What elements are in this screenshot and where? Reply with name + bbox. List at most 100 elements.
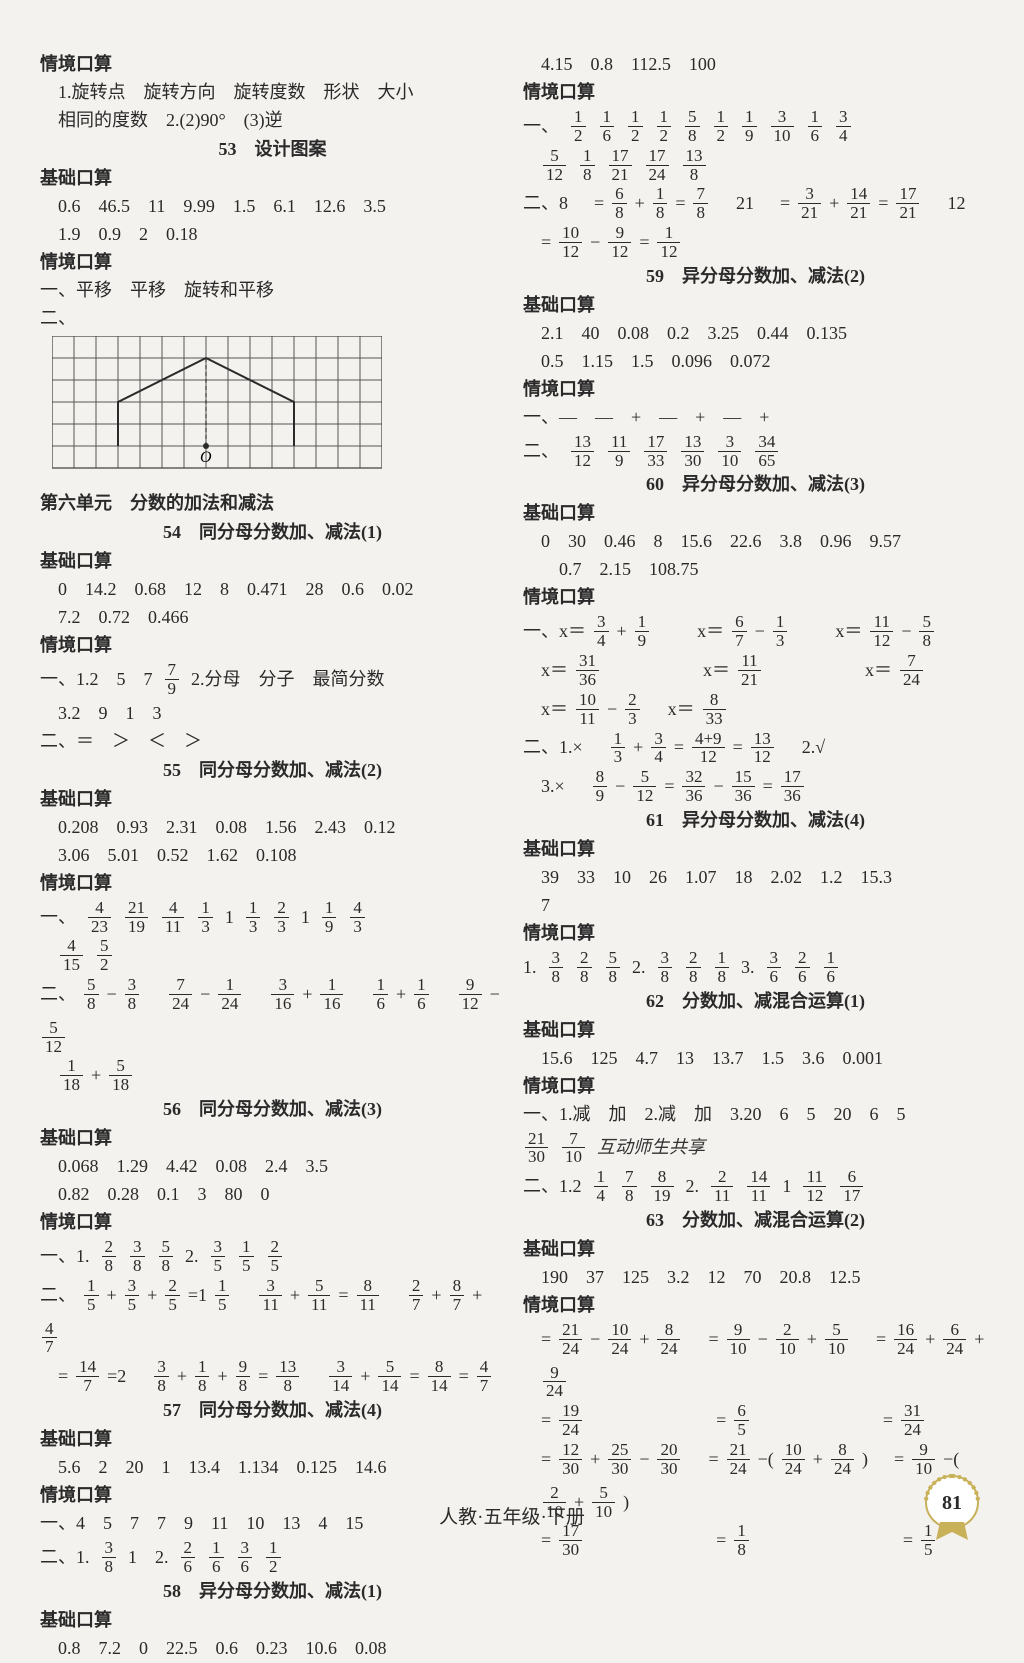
section-title: 57 同分母分数加、减法(4) [40,1397,505,1424]
right-column: 4.15 0.8 112.5 100 情境口算 一、 12 16 12 12 5… [523,50,988,1663]
text: 2.1 40 0.08 0.2 3.25 0.44 0.135 [523,320,988,347]
math-line: 二、 58−38 724−124 316+116 16+16 912−512 [40,976,505,1055]
heading: 基础口算 [40,1607,505,1634]
text: 二、1.2 [523,1173,582,1200]
text: 一、1.2 5 7 [40,666,153,693]
math-line: x＝3136 x＝1121 x＝724 [523,652,988,689]
heading: 情境口算 [523,920,988,947]
page-number-badge: 81 [916,1472,988,1544]
text: 2. [686,1173,700,1200]
math-line: 118+518 [40,1057,505,1094]
math-line: 1. 38 28 58 2. 38 28 18 3. 36 26 16 [523,949,988,986]
section-title: 60 异分母分数加、减法(3) [523,471,988,498]
section-title: 58 异分母分数加、减法(1) [40,1578,505,1605]
math-line: 一、1. 28 38 58 2. 35 15 25 [40,1238,505,1275]
heading: 情境口算 [40,1209,505,1236]
math-line: =147=2 38+18+98=138 314+514=814=47 [40,1358,505,1395]
text: x＝ [541,657,568,684]
math-line: 2130 710 互动师生共享 [523,1130,988,1167]
text: 二、＝ ＞ ＜ ＞ [40,728,505,755]
text: 一、x＝ [523,618,586,645]
math-line: 二、1.2 14 78 819 2. 211 1411 11112 617 [523,1168,988,1205]
text: 0.5 1.15 1.5 0.096 0.072 [523,348,988,375]
text: 4.15 0.8 112.5 100 [523,51,988,78]
text: 二、 [40,305,505,332]
text: 3.06 5.01 0.52 1.62 0.108 [40,842,505,869]
text: 0.6 46.5 11 9.99 1.5 6.1 12.6 3.5 [40,193,505,220]
text: 一、1. [40,1243,90,1270]
page-footer: 人教·五年级·下册 [0,1504,1024,1533]
text: x＝ [703,657,730,684]
page-number: 81 [942,1492,962,1514]
text: 1 2. [128,1544,169,1571]
text: 0 30 0.46 8 15.6 22.6 3.8 0.96 9.57 [523,528,988,555]
text: 0 14.2 0.68 12 8 0.471 28 0.6 0.02 [40,576,505,603]
math-line: 3.× 89−512=3236−1536=1736 [523,768,988,805]
text: 1.9 0.9 2 0.18 [40,221,505,248]
text: 二、1.× [523,734,583,761]
heading: 基础口算 [523,1017,988,1044]
grid-figure: O [52,336,505,484]
heading: 基础口算 [523,836,988,863]
heading: 基础口算 [40,548,505,575]
unit-title: 第六单元 分数的加法和减法 [40,490,505,517]
text: x＝ [668,696,695,723]
heading: 情境口算 [523,584,988,611]
heading: 情境口算 [40,870,505,897]
heading: 基础口算 [523,500,988,527]
section-title: 63 分数加、减混合运算(2) [523,1207,988,1234]
heading: 基础口算 [523,292,988,319]
section-title: 59 异分母分数加、减法(2) [523,263,988,290]
text: 12 [947,190,965,217]
math-line: 二、1. 38 1 2. 26 16 36 12 [40,1539,505,1576]
math-line: 二、 15+35+25=115 311+511=811 27+87+47 [40,1277,505,1356]
text: 0.208 0.93 2.31 0.08 1.56 2.43 0.12 [40,814,505,841]
text: 3. [741,954,755,981]
heading: 情境口算 [523,1292,988,1319]
math-line: 二、 1312 119 1733 1330 310 3465 [523,433,988,470]
math-line: =1924 =65 =3124 [523,1402,988,1439]
heading: 基础口算 [523,1236,988,1263]
heading: 情境口算 [40,51,505,78]
text: 3.× [541,773,565,800]
heading: 情境口算 [523,79,988,106]
math-line: 一、1.2 5 7 79 2.分母 分子 最简分数 [40,661,505,698]
heading: 基础口算 [40,1125,505,1152]
math-line: 一、 423 2119 411 13 1 13 23 1 19 43 [40,899,505,936]
text: 2. [185,1243,199,1270]
origin-label: O [200,449,212,466]
heading: 情境口算 [523,1073,988,1100]
text: 二、 [40,1282,76,1309]
text: x＝ [865,657,892,684]
text: 一、— — + — + — + [523,404,988,431]
math-line: 一、 12 16 12 12 58 12 19 310 16 34 [523,108,988,145]
text: 一、平移 平移 旋转和平移 [40,277,505,304]
heading: 基础口算 [40,786,505,813]
text: 1. [523,954,537,981]
math-line: 一、x＝34+19 x＝67−13 x＝1112−58 [523,613,988,650]
text: 2.分母 分子 最简分数 [191,666,385,693]
heading: 基础口算 [40,1426,505,1453]
text: x＝ [697,618,724,645]
section-title: 61 异分母分数加、减法(4) [523,807,988,834]
text: x＝ [835,618,862,645]
handwritten-note: 互动师生共享 [597,1134,705,1161]
math-line: =2124−1024+824 =910−210+510 =1624+624+92… [523,1321,988,1400]
section-title: 54 同分母分数加、减法(1) [40,519,505,546]
text: 0.8 7.2 0 22.5 0.6 0.23 10.6 0.08 [40,1635,505,1662]
text: 0.068 1.29 4.42 0.08 2.4 3.5 [40,1153,505,1180]
text: 190 37 125 3.2 12 70 20.8 12.5 [523,1264,988,1291]
text: 2. [632,954,646,981]
heading: 情境口算 [40,249,505,276]
text: 一、 [523,113,559,140]
text: 二、 [523,438,559,465]
text: 15.6 125 4.7 13 13.7 1.5 3.6 0.001 [523,1045,988,1072]
text: 一、 [40,904,76,931]
section-title: 53 设计图案 [40,136,505,163]
text: 39 33 10 26 1.07 18 2.02 1.2 15.3 [523,864,988,891]
text: 一、1.减 加 2.减 加 3.20 6 5 20 6 5 [523,1101,988,1128]
grid-svg: O [52,336,382,476]
section-title: 62 分数加、减混合运算(1) [523,988,988,1015]
text: 相同的度数 2.(2)90° (3)逆 [40,107,505,134]
text: 21 [736,190,754,217]
